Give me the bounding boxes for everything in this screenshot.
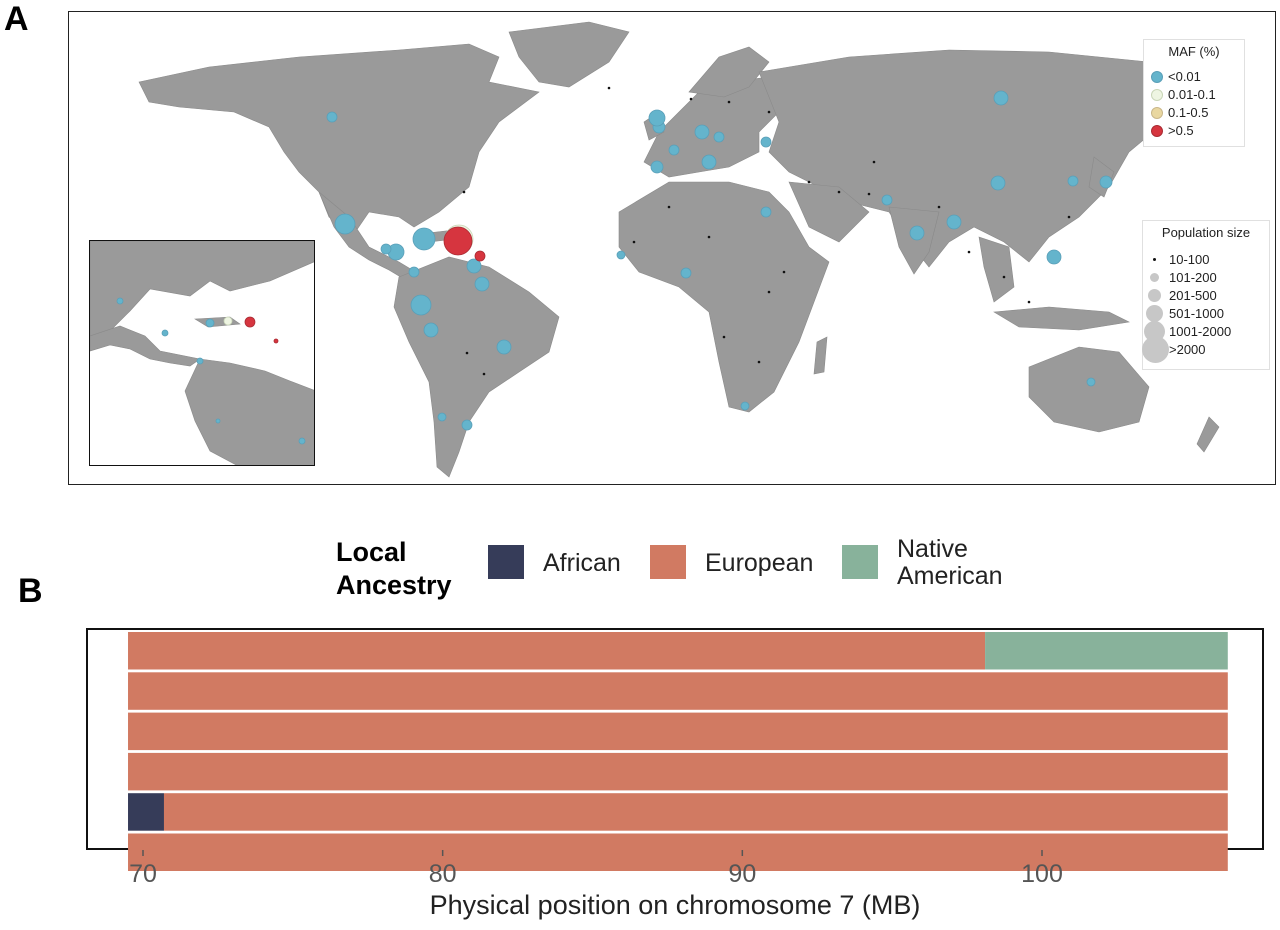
- world-map-panel: MAF (%) <0.01 0.01-0.1 0.1-0.5 >0.5 Popu…: [68, 11, 1276, 485]
- european-legend-label: European: [705, 549, 814, 577]
- ancestry-segment-native-american: [985, 632, 1228, 670]
- inset-map: [90, 241, 314, 465]
- size-legend-label: 501-1000: [1169, 306, 1224, 321]
- ancestry-plot-area: 70 80 90 100: [86, 628, 1264, 888]
- maf-legend-item: 0.01-0.1: [1144, 86, 1244, 104]
- maf-legend-item: >0.5: [1144, 122, 1244, 140]
- size-legend-item: >2000: [1142, 336, 1269, 363]
- european-key-swatch: [650, 545, 686, 579]
- maf-key-icon: [1151, 89, 1163, 101]
- caribbean-inset-map: [89, 240, 315, 466]
- ancestry-segment-african: [128, 793, 164, 831]
- maf-key-icon: [1151, 125, 1163, 137]
- panel-b-label: B: [18, 572, 43, 610]
- australia: [1028, 346, 1150, 433]
- size-legend-item: 101-200: [1143, 269, 1269, 287]
- x-tick-label: 70: [129, 860, 157, 888]
- panel-a-label: A: [4, 0, 29, 38]
- native-american-key-swatch: [842, 545, 878, 579]
- ancestry-segment-european: [128, 632, 986, 670]
- greenland: [508, 21, 630, 88]
- population-markers: [326, 90, 1113, 431]
- maf-legend-item: <0.01: [1144, 68, 1244, 86]
- african-legend-label: African: [543, 549, 621, 577]
- size-key-icon: [1150, 273, 1159, 282]
- size-legend-item: 201-500: [1143, 287, 1269, 305]
- maf-legend-item: 0.1-0.5: [1144, 104, 1244, 122]
- native-american-legend-label: Native American: [897, 535, 1003, 590]
- maf-legend-label: 0.1-0.5: [1168, 105, 1209, 120]
- new-zealand: [1196, 416, 1220, 453]
- south-america: [393, 256, 560, 478]
- maf-key-icon: [1151, 71, 1163, 83]
- x-tick-label: 80: [429, 860, 457, 888]
- world-map: [138, 21, 1220, 478]
- size-legend-label: >2000: [1169, 342, 1206, 357]
- north-america: [138, 43, 540, 235]
- x-axis-title: Physical position on chromosome 7 (MB): [429, 890, 921, 920]
- maf-legend-label: 0.01-0.1: [1168, 87, 1216, 102]
- madagascar: [813, 336, 828, 375]
- size-legend-label: 1001-2000: [1169, 324, 1232, 339]
- maf-legend-label: <0.01: [1168, 69, 1201, 84]
- size-legend-label: 101-200: [1169, 270, 1217, 285]
- x-tick-label: 90: [728, 860, 756, 888]
- maf-legend-title: MAF (%): [1168, 44, 1220, 59]
- population-size-legend-title: Population size: [1161, 225, 1251, 240]
- indonesia: [993, 306, 1130, 331]
- southeast-asia: [978, 236, 1015, 303]
- ancestry-legend: Local Ancestry African European Native A…: [336, 536, 1036, 606]
- size-legend-item: 501-1000: [1143, 305, 1269, 323]
- maf-legend-label: >0.5: [1168, 123, 1194, 138]
- size-key-icon: [1153, 258, 1156, 261]
- africa: [618, 181, 830, 413]
- population-size-legend: Population size 10-100 101-200 201-500 5…: [1142, 220, 1270, 370]
- arabia: [788, 181, 870, 243]
- size-legend-label: 201-500: [1169, 288, 1217, 303]
- ancestry-segment-european: [128, 833, 1228, 871]
- size-key-icon: [1142, 336, 1169, 363]
- ancestry-segment-european: [128, 672, 1228, 710]
- ancestry-segment-european: [128, 752, 1228, 791]
- maf-key-icon: [1151, 107, 1163, 119]
- x-tick-label: 100: [1021, 860, 1063, 888]
- small-population-dots: [462, 86, 1071, 376]
- maf-legend: MAF (%) <0.01 0.01-0.1 0.1-0.5 >0.5: [1143, 39, 1245, 147]
- land-masses: [138, 21, 1220, 478]
- scandinavia: [688, 46, 770, 98]
- ancestry-legend-title: Local Ancestry: [336, 537, 452, 600]
- size-key-icon: [1148, 289, 1161, 302]
- ancestry-segment-european: [128, 712, 1228, 751]
- size-legend-label: 10-100: [1169, 252, 1210, 267]
- ancestry-chart: 70 80 90 100: [128, 632, 1228, 888]
- african-key-swatch: [488, 545, 524, 579]
- size-legend-item: 10-100: [1143, 251, 1269, 269]
- size-key-icon: [1146, 305, 1163, 322]
- india: [888, 206, 940, 275]
- ancestry-segment-european: [163, 793, 1228, 831]
